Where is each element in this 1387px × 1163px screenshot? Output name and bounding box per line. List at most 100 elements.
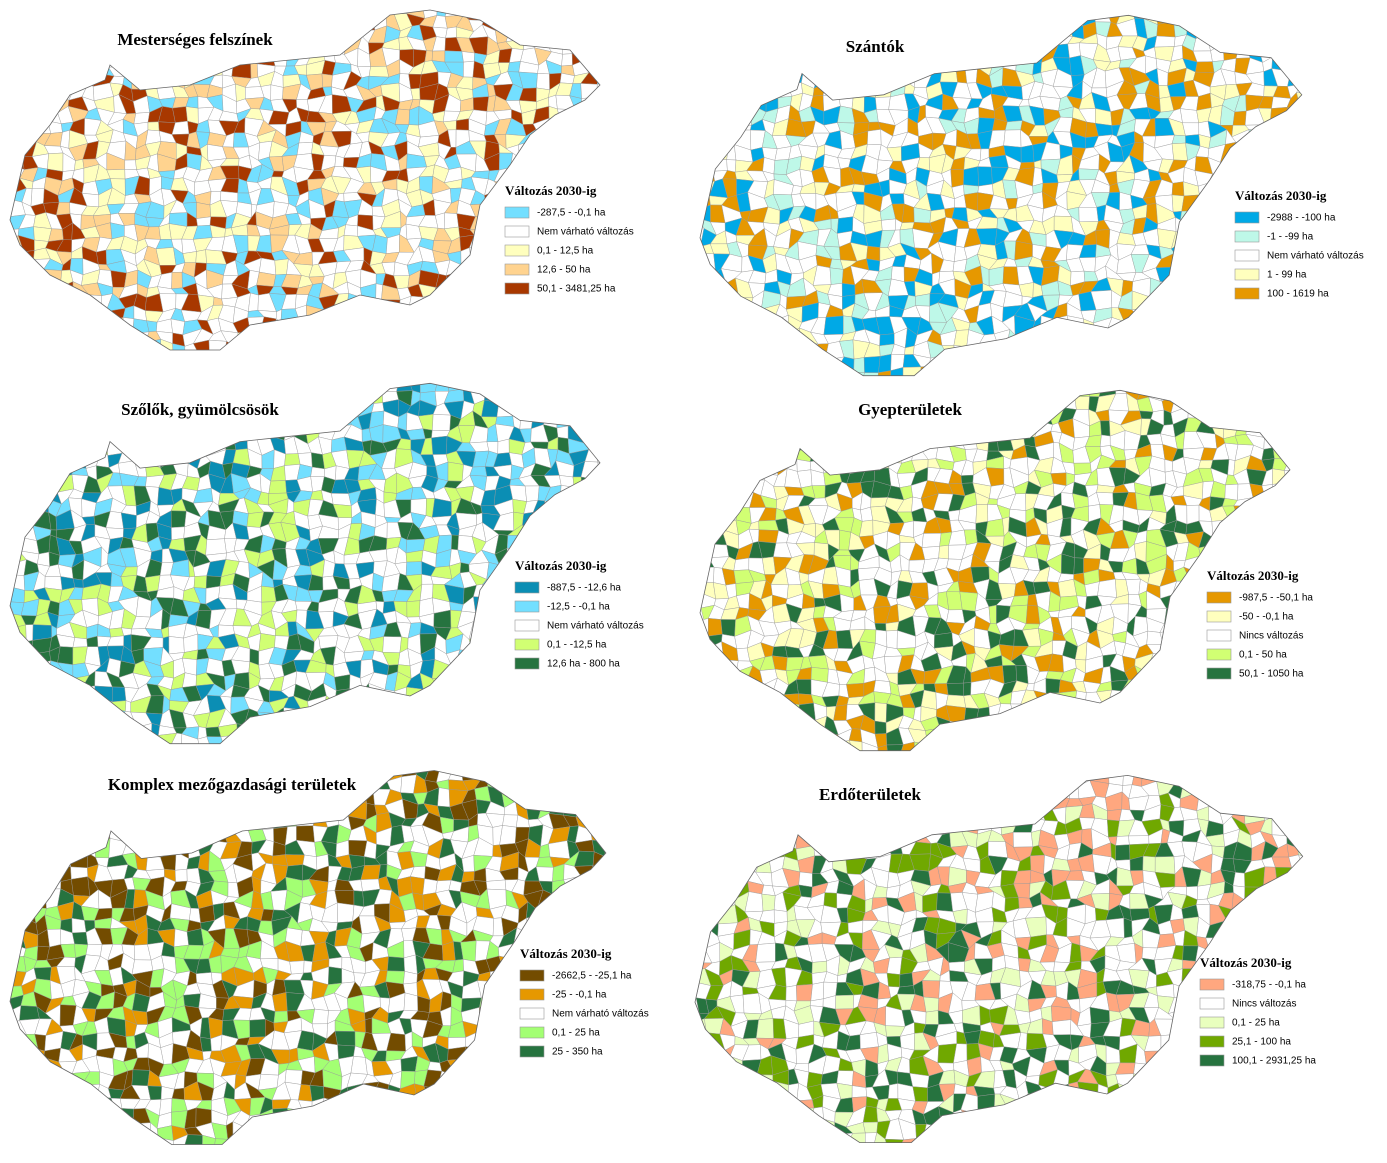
municipality: [446, 308, 462, 318]
municipality: [1065, 339, 1087, 360]
municipality: [1154, 293, 1176, 312]
municipality: [862, 15, 882, 26]
municipality: [32, 697, 52, 711]
municipality: [396, 708, 415, 726]
municipality: [973, 420, 990, 432]
municipality: [1172, 390, 1191, 398]
municipality: [94, 400, 112, 420]
municipality: [1294, 367, 1302, 376]
municipality: [10, 59, 23, 77]
municipality: [708, 364, 729, 376]
municipality: [436, 722, 449, 737]
municipality: [1300, 170, 1302, 187]
municipality: [1020, 144, 1035, 163]
municipality: [305, 412, 322, 432]
municipality: [1192, 341, 1214, 361]
municipality: [368, 708, 386, 727]
municipality: [111, 723, 121, 742]
municipality: [813, 21, 827, 40]
municipality: [1285, 17, 1302, 36]
municipality: [835, 407, 854, 425]
municipality: [187, 51, 199, 63]
municipality: [233, 435, 248, 451]
municipality: [700, 522, 717, 533]
municipality: [19, 661, 36, 678]
municipality: [583, 682, 596, 704]
municipality: [20, 328, 36, 345]
municipality: [85, 310, 102, 318]
municipality: [746, 455, 763, 474]
municipality: [747, 15, 763, 27]
municipality: [825, 21, 840, 40]
legend-swatch: [504, 263, 530, 276]
municipality: [903, 34, 915, 51]
municipality: [1217, 265, 1238, 280]
municipality: [143, 47, 161, 66]
municipality: [761, 19, 780, 39]
municipality: [734, 124, 752, 131]
municipality: [461, 51, 475, 63]
municipality: [1180, 108, 1199, 124]
municipality: [560, 710, 577, 729]
municipality: [956, 15, 969, 27]
municipality: [1041, 343, 1059, 358]
municipality: [505, 328, 527, 346]
municipality: [1212, 279, 1223, 299]
municipality: [384, 342, 396, 350]
municipality: [760, 455, 779, 476]
municipality: [700, 60, 714, 77]
municipality: [109, 627, 125, 638]
legend-label: Nem várható változás: [537, 227, 634, 238]
municipality: [1237, 519, 1249, 532]
municipality: [196, 216, 212, 227]
municipality: [319, 14, 338, 32]
municipality: [10, 511, 26, 531]
municipality: [544, 24, 564, 42]
municipality: [925, 50, 947, 61]
municipality: [745, 395, 767, 415]
legend-swatch: [514, 638, 540, 651]
municipality: [823, 315, 844, 335]
municipality: [1300, 154, 1302, 175]
municipality: [485, 203, 502, 218]
municipality: [1201, 406, 1218, 420]
municipality: [710, 442, 730, 464]
municipality: [134, 423, 152, 444]
municipality: [988, 32, 1004, 50]
municipality: [963, 62, 985, 69]
municipality: [585, 523, 600, 541]
municipality: [582, 720, 598, 741]
municipality: [1171, 181, 1185, 197]
municipality: [596, 735, 600, 744]
municipality: [1287, 516, 1290, 537]
municipality: [250, 739, 259, 744]
municipality: [395, 342, 415, 350]
municipality: [1173, 266, 1188, 285]
municipality: [456, 695, 474, 711]
municipality: [908, 431, 925, 451]
municipality: [119, 733, 139, 744]
municipality: [1257, 364, 1278, 376]
municipality: [785, 45, 802, 64]
municipality: [49, 411, 64, 426]
municipality: [448, 707, 464, 726]
municipality: [63, 295, 74, 309]
municipality: [1194, 15, 1213, 26]
municipality: [584, 327, 599, 341]
municipality: [57, 699, 77, 716]
legend-label: 100 - 1619 ha: [1267, 289, 1329, 300]
municipality: [188, 60, 199, 78]
municipality: [1099, 434, 1111, 447]
municipality: [159, 426, 177, 445]
municipality: [1055, 370, 1075, 376]
municipality: [947, 390, 967, 402]
municipality: [950, 169, 965, 188]
municipality: [10, 685, 26, 703]
municipality: [959, 421, 977, 438]
municipality: [1192, 330, 1214, 344]
municipality: [533, 317, 546, 332]
municipality: [495, 389, 514, 404]
municipality: [1037, 390, 1052, 396]
municipality: [762, 442, 777, 461]
municipality: [50, 70, 65, 91]
